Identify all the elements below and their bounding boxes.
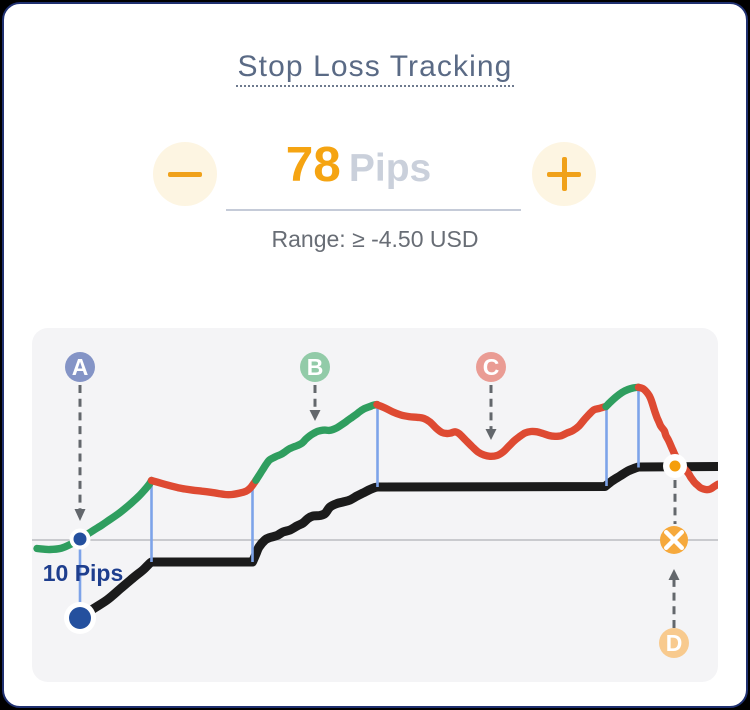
svg-text:A: A (72, 354, 89, 380)
svg-text:10 Pips: 10 Pips (43, 560, 124, 586)
svg-text:D: D (666, 630, 683, 656)
svg-text:C: C (483, 354, 500, 380)
svg-text:B: B (307, 354, 324, 380)
